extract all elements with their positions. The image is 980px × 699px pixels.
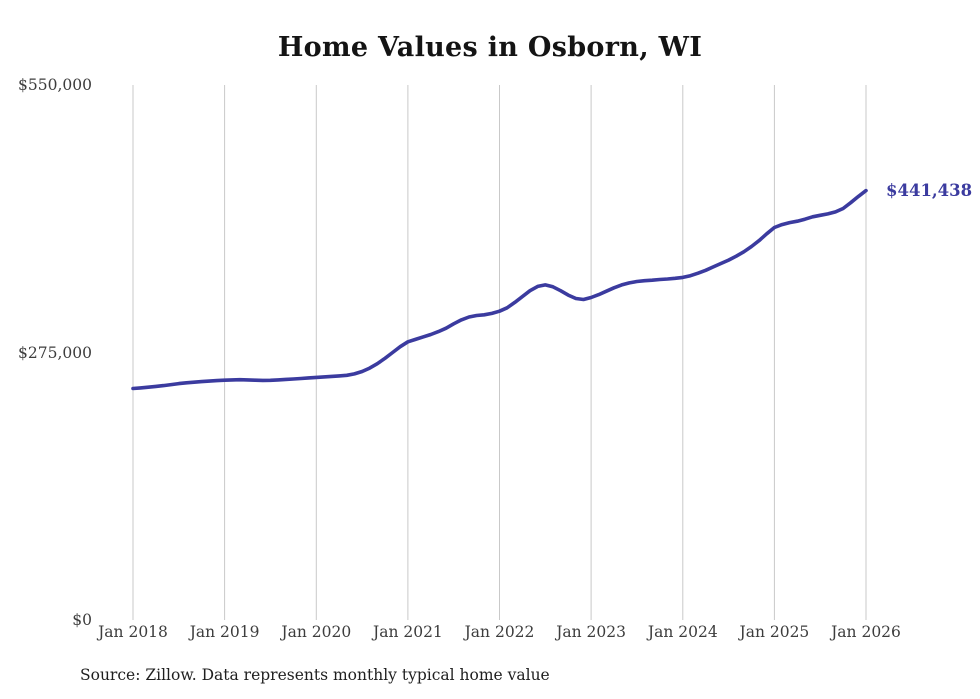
series-line <box>131 188 868 391</box>
chart-title: Home Values in Osborn, WI <box>277 32 703 63</box>
x-axis-tick-label: Jan 2018 <box>98 623 168 641</box>
y-axis-tick-label: $550,000 <box>18 76 92 94</box>
y-axis-tick-label: $0 <box>72 611 92 629</box>
x-axis-tick-label: Jan 2025 <box>739 623 810 641</box>
x-axis-tick-label: Jan 2020 <box>281 623 352 641</box>
x-axis-tick-label: Jan 2024 <box>647 623 718 641</box>
x-axis-tick-label: Jan 2026 <box>831 623 901 641</box>
x-axis-tick-label: Jan 2019 <box>189 623 260 641</box>
x-axis-tick-label: Jan 2022 <box>464 623 535 641</box>
y-axis-tick-label: $275,000 <box>18 343 92 362</box>
latest-value-label: $441,438 <box>886 180 973 200</box>
source-note: Source: Zillow. Data represents monthly … <box>80 666 550 684</box>
x-axis-tick-label: Jan 2023 <box>556 623 626 641</box>
x-axis-tick-label: Jan 2021 <box>372 623 443 641</box>
